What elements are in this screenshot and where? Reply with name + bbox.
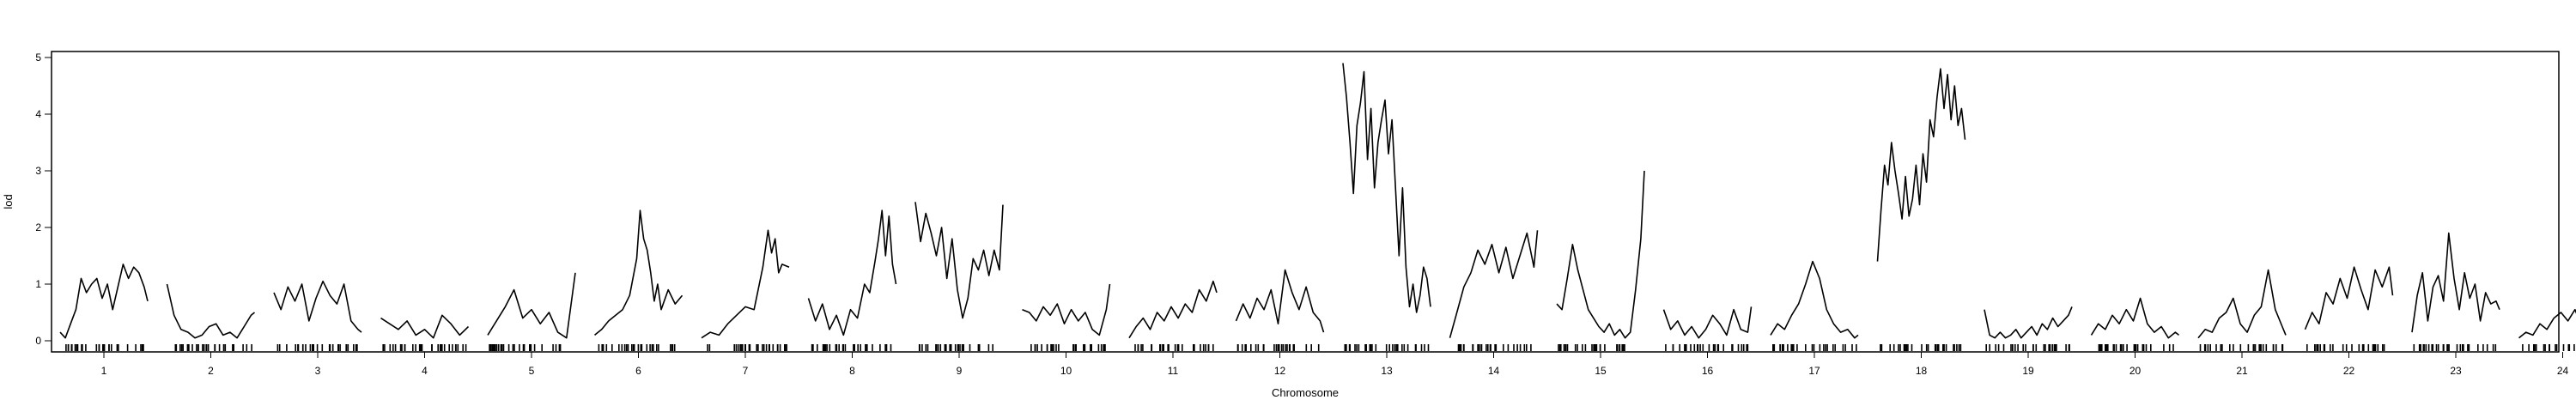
- y-axis: 0 1 2 3 4 5: [35, 52, 52, 347]
- x-tick-label-chr-20: 20: [2129, 365, 2142, 377]
- x-tick-label-chr-21: 21: [2236, 365, 2248, 377]
- lod-curve-chr-17: [1770, 260, 1859, 339]
- x-tick-label-chr-16: 16: [1702, 365, 1714, 377]
- x-tick-label-chr-6: 6: [635, 365, 641, 377]
- lod-curve-chr-4: [380, 314, 470, 339]
- series-layer: [59, 63, 2576, 339]
- x-tick-label-chr-8: 8: [849, 365, 855, 377]
- lod-curve-chr-8: [807, 209, 897, 336]
- x-tick-label-chr-11: 11: [1168, 365, 1179, 377]
- lod-curve-chr-13: [1342, 63, 1431, 313]
- lod-curve-chr-10: [1022, 283, 1111, 336]
- x-tick-label-chr-2: 2: [208, 365, 214, 377]
- x-axis-label: Chromosome: [1272, 386, 1339, 399]
- lod-curve-chr-7: [701, 229, 790, 339]
- lod-curve-chr-11: [1128, 280, 1218, 339]
- y-tick-label: 2: [35, 221, 41, 233]
- lod-curve-chr-19: [1984, 306, 2073, 339]
- lod-curve-chr-22: [2304, 266, 2394, 330]
- lod-curve-chr-24: [2518, 308, 2576, 339]
- x-tick-label-chr-3: 3: [315, 365, 321, 377]
- y-tick-label: 5: [35, 52, 41, 64]
- x-tick-label-chr-23: 23: [2450, 365, 2462, 377]
- y-tick-label: 1: [35, 278, 41, 290]
- lod-curve-chr-2: [166, 283, 256, 339]
- x-tick-label-chr-5: 5: [529, 365, 535, 377]
- lod-curve-chr-6: [593, 209, 683, 336]
- lod-curve-chr-20: [2090, 297, 2180, 339]
- y-axis-label: lod: [2, 194, 15, 209]
- lod-curve-chr-9: [914, 202, 1004, 319]
- x-tick-label-chr-18: 18: [1916, 365, 1928, 377]
- x-tick-label-chr-13: 13: [1381, 365, 1393, 377]
- x-tick-label-chr-7: 7: [743, 365, 749, 377]
- x-tick-label-chr-17: 17: [1808, 365, 1820, 377]
- x-tick-label-chr-14: 14: [1488, 365, 1500, 377]
- x-axis: 1 2 3 4 5 6 7 8 9 10 11 12 13 14 15 16 17 18 19 20 21 22 23 24: [101, 352, 2569, 377]
- x-tick-label-chr-10: 10: [1060, 365, 1072, 377]
- x-tick-label-chr-9: 9: [957, 365, 963, 377]
- lod-curve-chr-12: [1235, 269, 1325, 333]
- x-tick-label-chr-1: 1: [101, 365, 107, 377]
- x-tick-label-chr-4: 4: [422, 365, 428, 377]
- x-tick-label-chr-12: 12: [1274, 365, 1286, 377]
- lod-curve-chr-23: [2411, 232, 2500, 333]
- lod-curve-chr-3: [273, 280, 362, 333]
- plot-frame: [51, 51, 2560, 353]
- lod-curve-chr-21: [2197, 269, 2287, 339]
- y-tick-label: 0: [35, 335, 41, 347]
- y-tick-label: 3: [35, 165, 41, 177]
- marker-rug: [65, 344, 2575, 351]
- lod-curve-chr-5: [487, 272, 576, 339]
- x-tick-label-chr-19: 19: [2022, 365, 2034, 377]
- lod-curve-chr-15: [1556, 170, 1645, 339]
- lod-curve-chr-14: [1449, 230, 1539, 338]
- x-tick-label-chr-24: 24: [2557, 365, 2569, 377]
- lod-curve-chr-18: [1876, 68, 1966, 262]
- lod-curve-chr-1: [59, 264, 149, 339]
- x-tick-label-chr-15: 15: [1595, 365, 1607, 377]
- y-tick-label: 4: [35, 108, 41, 120]
- x-tick-label-chr-22: 22: [2343, 365, 2355, 377]
- lod-curve-chr-16: [1662, 306, 1753, 339]
